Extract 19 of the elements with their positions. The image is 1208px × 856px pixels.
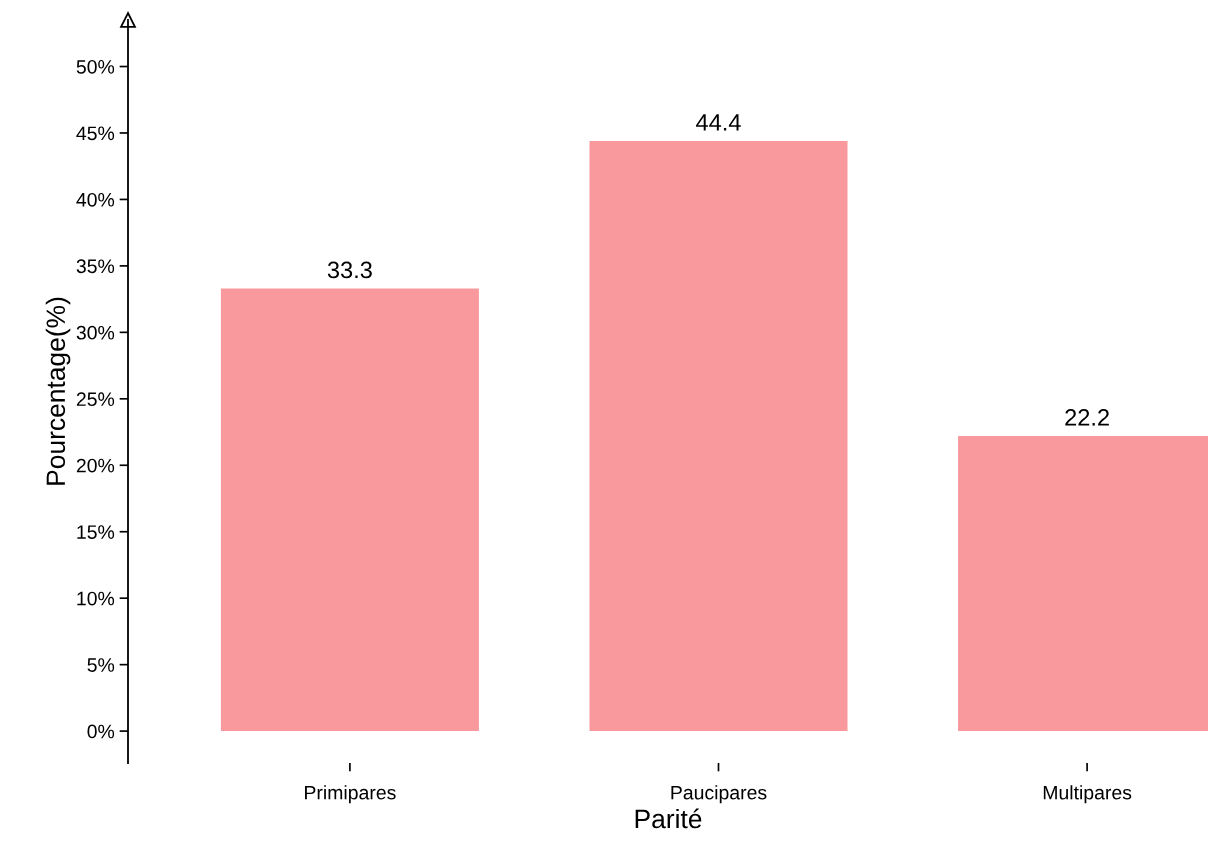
- x-tick-label: Multipares: [1043, 785, 1132, 804]
- y-tick-label: 40%: [76, 192, 115, 207]
- x-tick-label: Paucipares: [671, 785, 767, 804]
- y-axis-title: Pourcentage(%): [45, 297, 71, 485]
- y-tick-label: 35%: [76, 259, 115, 274]
- y-tick-label: 0%: [87, 724, 115, 739]
- y-tick-label: 5%: [87, 658, 115, 672]
- y-tick-label: 45%: [76, 126, 115, 141]
- data-label: 22.2: [1065, 409, 1109, 426]
- y-tick-label: 10%: [77, 591, 115, 606]
- y-tick-label: 50%: [76, 59, 115, 74]
- data-label: 44.4: [696, 114, 741, 131]
- y-tick-label: 20%: [76, 458, 115, 473]
- y-tick-label: 25%: [76, 392, 115, 407]
- data-label: 33.3: [327, 261, 372, 279]
- x-tick-label: Primipares: [305, 785, 396, 804]
- y-tick-label: 30%: [76, 325, 115, 340]
- y-tick-label: 15%: [77, 525, 115, 539]
- x-axis-title: Parité: [635, 808, 702, 829]
